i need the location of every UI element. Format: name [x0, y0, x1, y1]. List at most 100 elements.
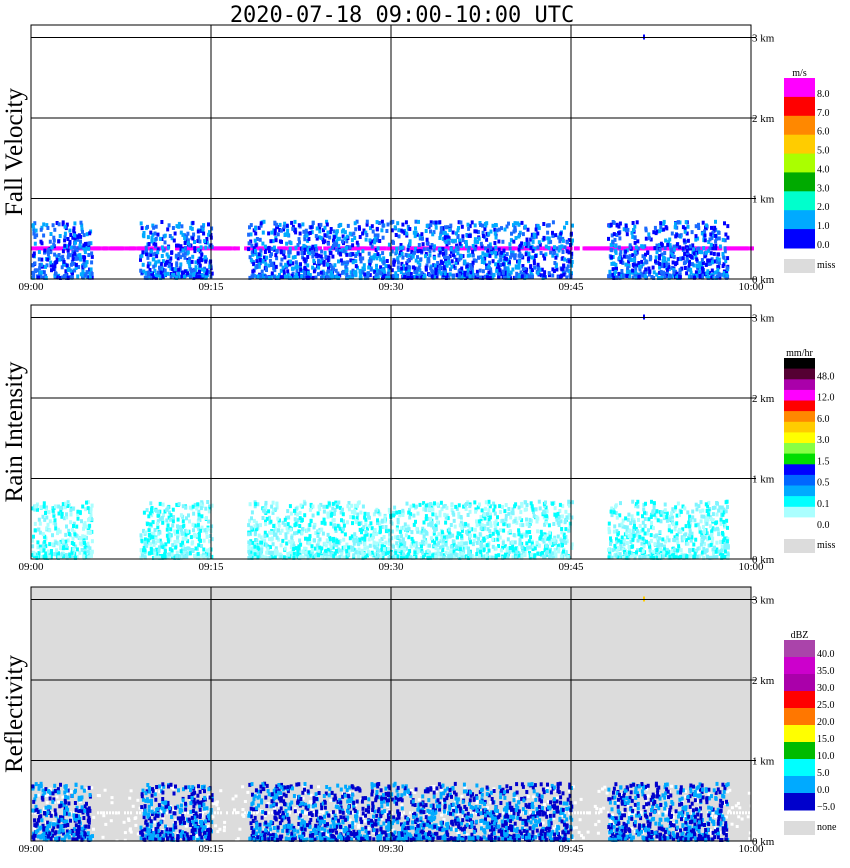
precip-cell: [284, 232, 288, 237]
precip-cell: [277, 518, 281, 523]
precip-cell: [669, 245, 672, 250]
precip-cell: [614, 244, 618, 249]
colorbar-unit: m/s: [792, 68, 807, 79]
precip-cell: [249, 258, 253, 263]
precip-cell: [500, 226, 503, 231]
precip-cell: [37, 517, 41, 522]
precip-cell: [537, 240, 541, 245]
precip-cell: [154, 262, 157, 267]
precip-cell: [424, 507, 428, 512]
precip-cell: [156, 521, 159, 526]
precip-cell: [478, 502, 481, 507]
precip-cell: [33, 521, 37, 526]
precip-cell: [429, 229, 432, 234]
precip-cell: [151, 223, 155, 228]
precip-cell: [186, 250, 190, 255]
precip-cell: [186, 241, 190, 246]
precip-cell: [296, 512, 299, 517]
precip-cell: [454, 238, 457, 243]
precip-cell: [428, 249, 432, 254]
precip-cell: [416, 511, 420, 516]
precip-cell: [440, 507, 444, 512]
precip-cell: [251, 252, 255, 257]
precip-cell: [254, 502, 258, 507]
precip-cell: [289, 511, 293, 516]
precip-cell: [72, 547, 76, 552]
precip-cell: [624, 228, 628, 233]
precip-cell: [434, 524, 438, 529]
precip-cell: [554, 264, 558, 269]
precip-cell: [247, 523, 251, 528]
precip-cell: [81, 504, 85, 509]
precip-cell: [255, 523, 259, 528]
precip-cell: [384, 525, 388, 529]
precip-cell: [354, 227, 358, 232]
precip-cell: [165, 518, 169, 523]
precip-cell: [326, 511, 330, 516]
precip-cell: [292, 551, 296, 556]
precip-cell: [67, 528, 71, 533]
precip-cell: [555, 253, 559, 258]
precip-cell: [647, 232, 651, 237]
precip-cell: [286, 530, 290, 535]
precip-cell: [551, 273, 555, 278]
precip-cell: [260, 547, 264, 552]
precip-cell: [678, 268, 682, 273]
precip-cell: [263, 555, 267, 560]
precip-cell: [359, 540, 363, 545]
precip-cell: [457, 514, 461, 519]
precip-cell: [377, 221, 381, 225]
precip-cell: [392, 554, 396, 559]
precip-cell: [448, 534, 452, 539]
precip-cell: [59, 276, 62, 280]
precip-cell: [615, 233, 619, 237]
precip-cell: [400, 555, 403, 560]
precip-cell: [518, 243, 522, 248]
precip-cell: [161, 502, 165, 507]
precip-cell: [177, 267, 181, 272]
precip-cell: [647, 236, 651, 241]
precip-cell: [557, 235, 561, 240]
precip-cell: [374, 555, 378, 560]
precip-cell: [367, 524, 371, 529]
precip-cell: [431, 538, 435, 543]
precip-cell: [378, 526, 382, 530]
precip-cell: [313, 538, 316, 543]
precip-cell: [714, 239, 718, 244]
precip-cell: [150, 510, 154, 515]
precip-cell: [612, 220, 616, 225]
precip-cell: [328, 230, 332, 235]
precip-cell: [690, 262, 694, 267]
precip-cell: [615, 275, 619, 280]
bright-band-cell: [133, 246, 137, 251]
precip-cell: [497, 544, 500, 548]
precip-cell: [631, 275, 635, 280]
precip-cell: [334, 233, 338, 238]
precip-cell: [166, 245, 170, 250]
precip-cell: [257, 264, 261, 269]
precip-cell: [139, 536, 143, 541]
precip-cell: [49, 260, 53, 265]
precip-cell: [420, 232, 424, 237]
precip-cell: [296, 518, 300, 523]
precip-cell: [183, 269, 187, 274]
precip-cell: [441, 261, 445, 266]
precip-cell: [337, 500, 341, 505]
precip-cell: [658, 254, 662, 258]
precip-cell: [630, 230, 634, 235]
precip-cell: [570, 542, 574, 547]
precip-cell: [548, 549, 552, 554]
precip-cell: [491, 223, 495, 228]
precip-cell: [551, 253, 555, 258]
precip-cell: [414, 544, 418, 549]
precip-cell: [449, 247, 453, 252]
precip-cell: [703, 251, 707, 256]
precip-cell: [414, 258, 418, 263]
precip-cell: [176, 533, 180, 538]
precip-cell: [482, 544, 486, 549]
precip-cell: [271, 542, 275, 547]
precip-cell: [278, 222, 282, 227]
precip-cell: [263, 257, 267, 262]
precip-cell: [154, 236, 158, 241]
